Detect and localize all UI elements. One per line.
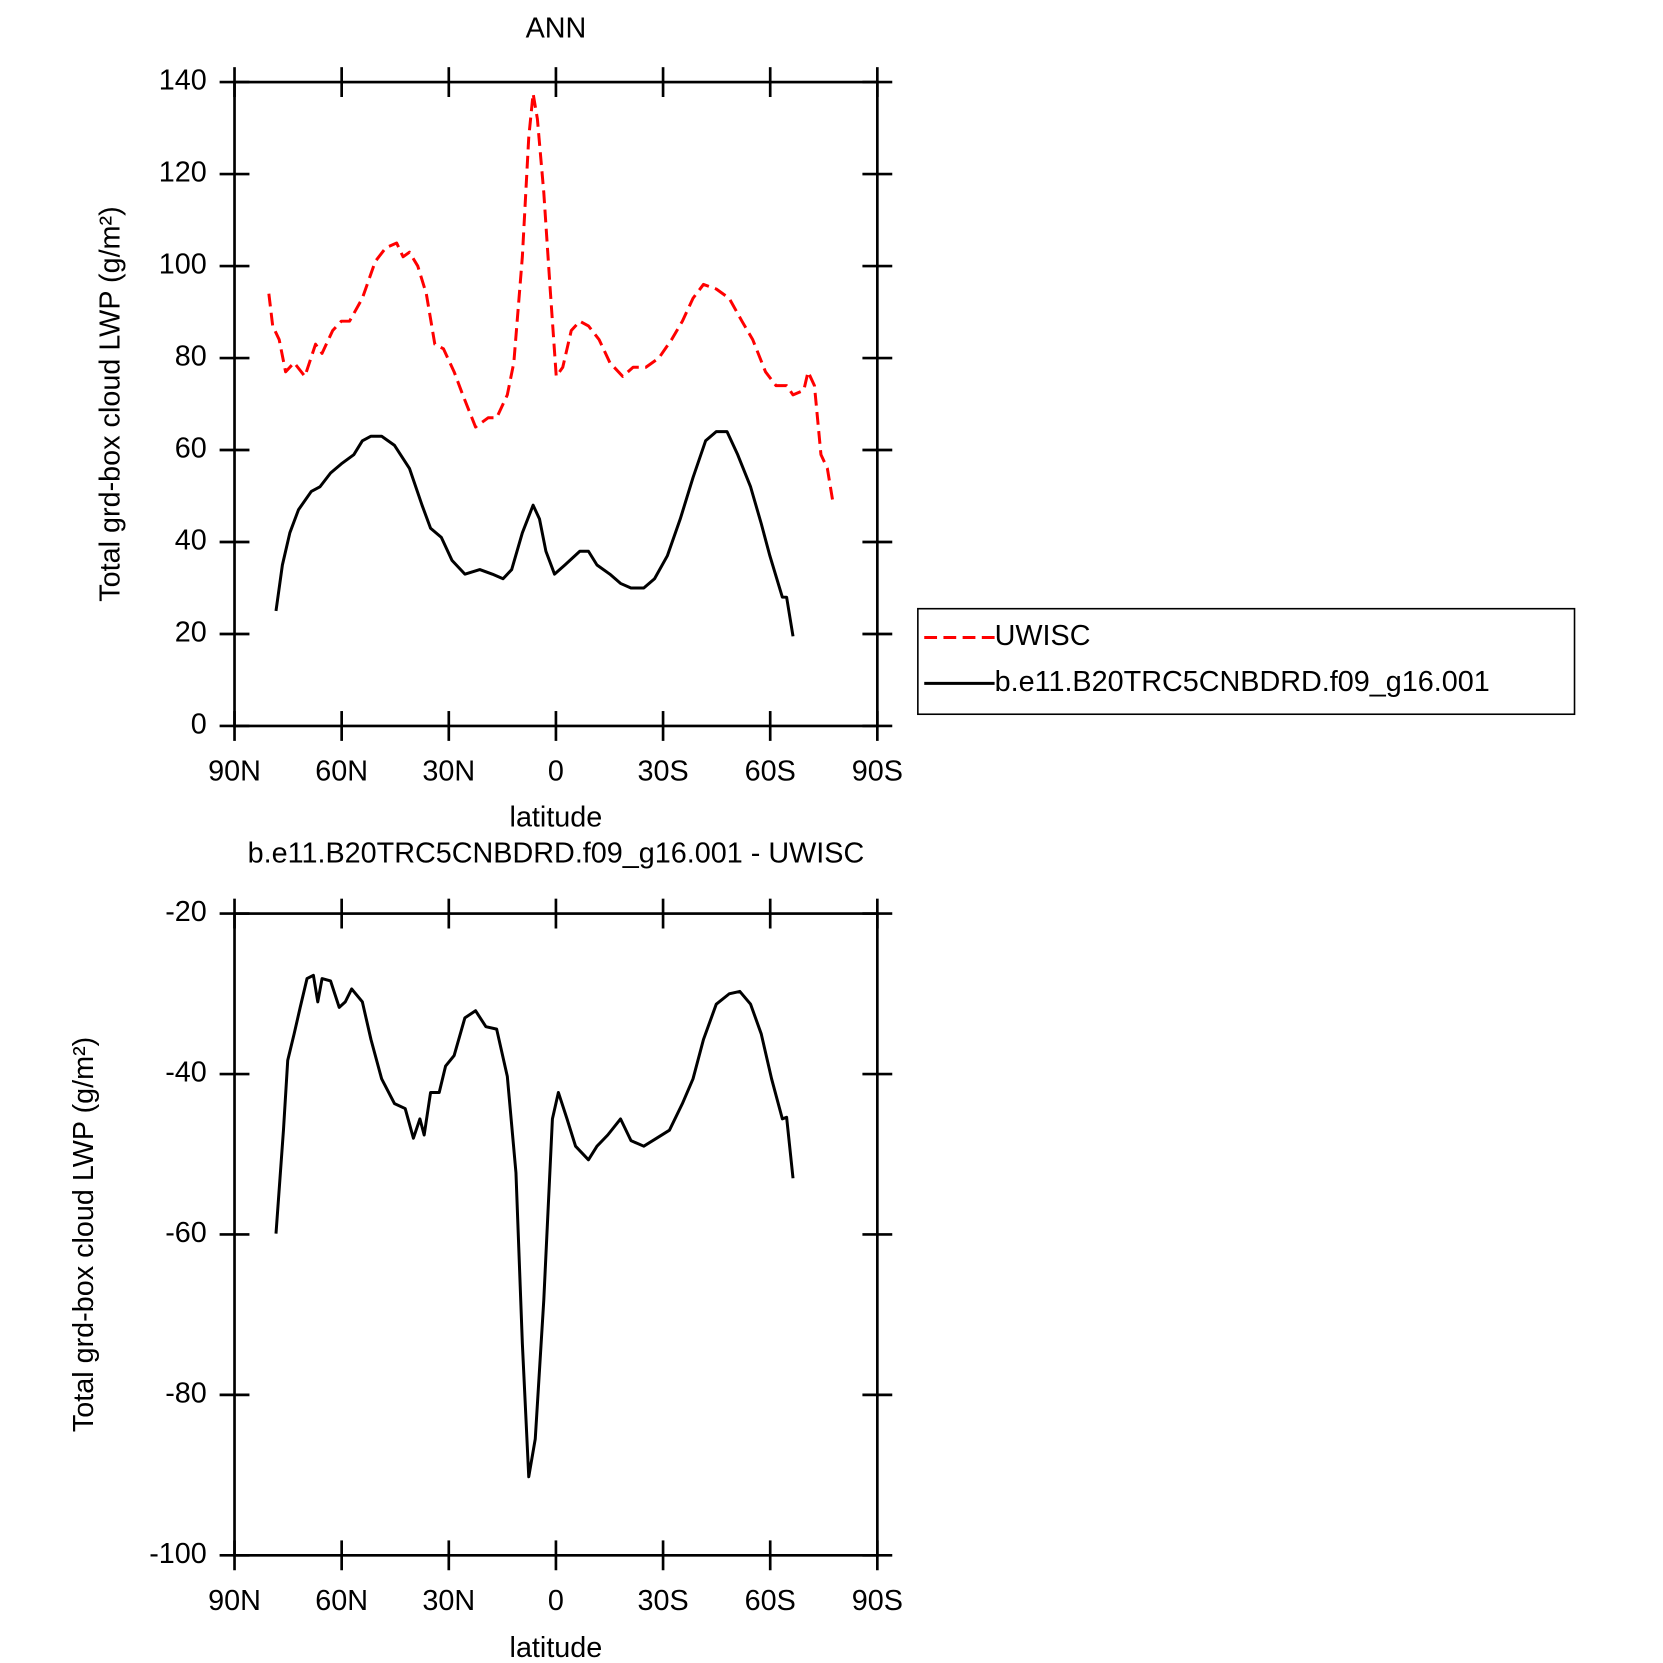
plot-frame <box>233 912 879 1557</box>
x-axis-label: latitude <box>510 801 603 833</box>
x-tick-label: 0 <box>548 1585 564 1617</box>
y-tick-label: -40 <box>165 1057 207 1089</box>
y-tick-label: -100 <box>149 1538 207 1570</box>
chart-title: ANN <box>526 12 587 44</box>
x-axis-label: latitude <box>510 1632 603 1663</box>
y-tick-label: 40 <box>175 525 207 557</box>
x-tick-label: 90S <box>852 755 903 787</box>
y-axis-label: Total grd-box cloud LWP (g/m²) <box>95 206 127 601</box>
y-axis-label: Total grd-box cloud LWP (g/m²) <box>68 1037 100 1432</box>
y-tick-label: 120 <box>159 157 207 189</box>
x-tick-label: 0 <box>548 755 564 787</box>
y-tick-label: 0 <box>191 709 207 741</box>
y-tick-label: -80 <box>165 1378 207 1410</box>
data-line <box>274 430 795 637</box>
y-tick-label: 100 <box>159 249 207 281</box>
x-tick-label: 30S <box>637 755 688 787</box>
x-tick-label: 30N <box>422 755 475 787</box>
x-tick-label: 60N <box>315 1585 368 1617</box>
y-tick-label: -60 <box>165 1217 207 1249</box>
y-tick-label: 20 <box>175 617 207 649</box>
x-tick-label: 90S <box>852 1585 903 1617</box>
y-tick-label: 80 <box>175 341 207 373</box>
x-tick-label: 30N <box>422 1585 475 1617</box>
data-line <box>267 92 835 501</box>
x-tick-label: 90N <box>208 755 261 787</box>
x-tick-label: 60S <box>745 755 796 787</box>
chart-title: b.e11.B20TRC5CNBDRD.f09_g16.001 - UWISC <box>248 838 865 870</box>
x-tick-label: 30S <box>637 1585 688 1617</box>
y-tick-label: 140 <box>159 65 207 97</box>
y-tick-label: 60 <box>175 433 207 465</box>
legend-box <box>917 607 1576 716</box>
x-tick-label: 60N <box>315 755 368 787</box>
y-tick-label: -20 <box>165 896 207 928</box>
x-tick-label: 60S <box>745 1585 796 1617</box>
legend-label: b.e11.B20TRC5CNBDRD.f09_g16.001 <box>995 666 1490 698</box>
plot-frame <box>233 80 879 728</box>
data-line <box>274 973 795 1479</box>
legend-label: UWISC <box>995 620 1091 652</box>
x-tick-label: 90N <box>208 1585 261 1617</box>
